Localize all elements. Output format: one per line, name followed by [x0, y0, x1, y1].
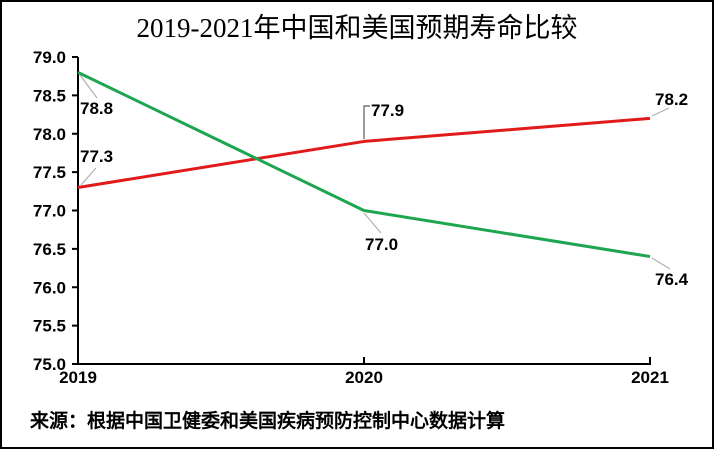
data-label-green-line-2019: 78.8 [80, 99, 113, 118]
y-tick-label: 78.5 [33, 86, 66, 105]
chart-title: 2019-2021年中国和美国预期寿命比较 [136, 13, 578, 43]
x-tick-label: 2019 [59, 368, 97, 387]
y-tick-label: 75.0 [33, 355, 66, 374]
y-tick-label: 79.0 [33, 48, 66, 67]
y-tick-label: 77.0 [33, 202, 66, 221]
data-label-green-line-2020: 77.0 [365, 235, 398, 254]
data-label-leader [651, 107, 670, 117]
y-tick-label: 77.5 [33, 163, 66, 182]
data-label-red-line-2020: 77.9 [371, 101, 404, 120]
x-tick-label: 2021 [631, 368, 669, 387]
data-label-leader [651, 257, 671, 270]
source-note: 来源：根据中国卫健委和美国疾病预防控制中心数据计算 [30, 411, 506, 432]
data-label-leader [363, 212, 382, 234]
series-green-line [77, 70, 651, 259]
data-label-red-line-2019: 77.3 [80, 147, 113, 166]
y-tick-label: 75.5 [33, 317, 66, 336]
y-tick-label: 76.0 [33, 278, 66, 297]
data-label-leader [79, 74, 98, 99]
data-label-red-line-2021: 78.2 [655, 90, 688, 109]
y-tick-label: 76.5 [33, 240, 66, 259]
data-label-leader [80, 167, 97, 186]
y-tick-label: 78.0 [33, 125, 66, 144]
data-label-leader [363, 105, 370, 139]
data-label-green-line-2021: 76.4 [655, 270, 689, 289]
x-tick-label: 2020 [345, 368, 383, 387]
series-red-line [77, 116, 651, 189]
